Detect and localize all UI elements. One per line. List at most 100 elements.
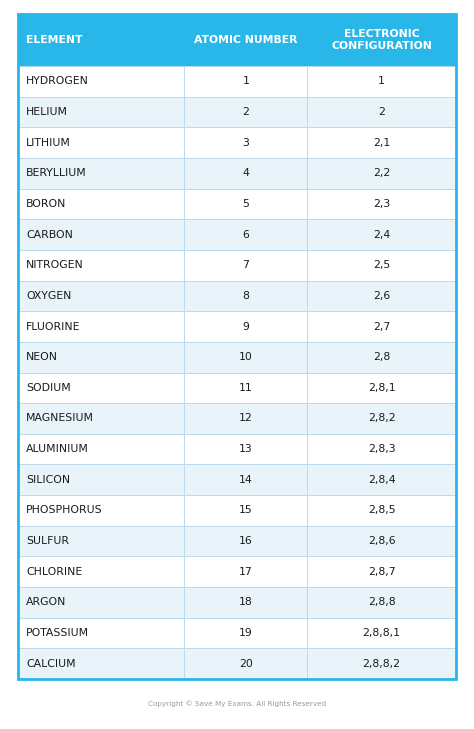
Bar xyxy=(18,495,184,526)
Bar xyxy=(18,219,184,250)
Text: 18: 18 xyxy=(239,597,253,607)
Bar xyxy=(307,373,456,403)
Text: 2,7: 2,7 xyxy=(373,321,390,332)
Text: 19: 19 xyxy=(239,628,253,638)
Bar xyxy=(307,587,456,617)
Text: MAGNESIUM: MAGNESIUM xyxy=(26,413,94,424)
Text: NITROGEN: NITROGEN xyxy=(26,260,84,270)
Text: 1: 1 xyxy=(242,77,249,86)
Bar xyxy=(184,648,307,679)
Text: 20: 20 xyxy=(239,659,253,668)
Text: SULFUR: SULFUR xyxy=(26,536,69,546)
Text: LITHIUM: LITHIUM xyxy=(26,138,71,148)
Text: HYDROGEN: HYDROGEN xyxy=(26,77,89,86)
Bar xyxy=(18,158,184,189)
Text: 2,1: 2,1 xyxy=(373,138,390,148)
Bar xyxy=(307,219,456,250)
Text: 2,3: 2,3 xyxy=(373,199,390,209)
Bar xyxy=(18,434,184,464)
Text: 2,6: 2,6 xyxy=(373,291,390,301)
Bar xyxy=(18,14,184,66)
Bar xyxy=(18,403,184,434)
Bar xyxy=(307,66,456,97)
Bar xyxy=(184,617,307,648)
Text: SILICON: SILICON xyxy=(26,475,70,485)
Bar xyxy=(307,189,456,219)
Bar xyxy=(307,403,456,434)
Text: 10: 10 xyxy=(239,352,253,362)
Text: 2,8,4: 2,8,4 xyxy=(368,475,395,485)
Bar xyxy=(18,373,184,403)
Text: ATOMIC NUMBER: ATOMIC NUMBER xyxy=(194,35,298,45)
Text: 14: 14 xyxy=(239,475,253,485)
Text: ARGON: ARGON xyxy=(26,597,66,607)
Text: BORON: BORON xyxy=(26,199,66,209)
Text: Copyright © Save My Exams. All Rights Reserved: Copyright © Save My Exams. All Rights Re… xyxy=(148,701,326,707)
Bar xyxy=(184,14,307,66)
Text: 8: 8 xyxy=(242,291,249,301)
Text: 7: 7 xyxy=(242,260,249,270)
Bar xyxy=(184,464,307,495)
Bar xyxy=(307,464,456,495)
Text: BERYLLIUM: BERYLLIUM xyxy=(26,168,87,179)
Bar xyxy=(18,97,184,128)
Bar xyxy=(307,250,456,281)
Bar xyxy=(184,158,307,189)
Text: 1: 1 xyxy=(378,77,385,86)
Bar xyxy=(18,342,184,373)
Text: 2,8,8,1: 2,8,8,1 xyxy=(363,628,401,638)
Bar xyxy=(307,434,456,464)
Bar xyxy=(18,587,184,617)
Text: ELECTRONIC
CONFIGURATION: ELECTRONIC CONFIGURATION xyxy=(331,29,432,51)
Text: 2,8,1: 2,8,1 xyxy=(368,383,395,393)
Text: 5: 5 xyxy=(242,199,249,209)
Bar xyxy=(184,434,307,464)
Bar xyxy=(18,617,184,648)
Text: CHLORINE: CHLORINE xyxy=(26,566,82,577)
Text: 11: 11 xyxy=(239,383,253,393)
Text: 2,8,8,2: 2,8,8,2 xyxy=(363,659,401,668)
Bar xyxy=(18,648,184,679)
Bar xyxy=(307,97,456,128)
Text: SODIUM: SODIUM xyxy=(26,383,71,393)
Bar xyxy=(184,342,307,373)
Bar xyxy=(184,128,307,158)
Bar xyxy=(184,311,307,342)
Text: 12: 12 xyxy=(239,413,253,424)
Bar xyxy=(184,495,307,526)
Bar xyxy=(184,189,307,219)
Bar xyxy=(184,556,307,587)
Bar xyxy=(307,495,456,526)
Bar xyxy=(18,189,184,219)
Bar xyxy=(184,66,307,97)
Text: NEON: NEON xyxy=(26,352,58,362)
Text: 2,5: 2,5 xyxy=(373,260,390,270)
Text: HELIUM: HELIUM xyxy=(26,107,68,117)
Bar xyxy=(307,14,456,66)
Bar xyxy=(18,311,184,342)
Text: 2,4: 2,4 xyxy=(373,230,390,240)
Text: OXYGEN: OXYGEN xyxy=(26,291,72,301)
Bar xyxy=(184,403,307,434)
Bar xyxy=(307,342,456,373)
Bar xyxy=(307,526,456,556)
Bar xyxy=(18,464,184,495)
Bar xyxy=(184,526,307,556)
Text: 9: 9 xyxy=(242,321,249,332)
Text: CARBON: CARBON xyxy=(26,230,73,240)
Bar xyxy=(18,526,184,556)
Bar xyxy=(18,281,184,311)
Bar xyxy=(307,281,456,311)
Bar xyxy=(307,648,456,679)
Text: PHOSPHORUS: PHOSPHORUS xyxy=(26,505,103,515)
Text: 2,8,5: 2,8,5 xyxy=(368,505,395,515)
Bar xyxy=(184,250,307,281)
Text: 13: 13 xyxy=(239,444,253,454)
Bar xyxy=(184,373,307,403)
Text: 2,2: 2,2 xyxy=(373,168,390,179)
Text: FLUORINE: FLUORINE xyxy=(26,321,81,332)
Bar xyxy=(307,617,456,648)
Text: ELEMENT: ELEMENT xyxy=(26,35,82,45)
Text: 17: 17 xyxy=(239,566,253,577)
Text: 2: 2 xyxy=(378,107,385,117)
